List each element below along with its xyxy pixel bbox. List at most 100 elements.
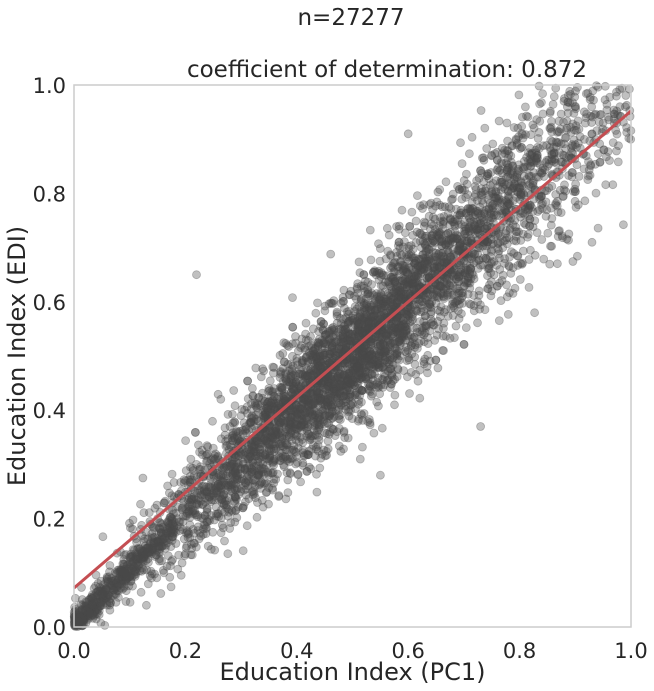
scatter-point: [454, 184, 464, 194]
scatter-point: [292, 353, 302, 363]
scatter-point: [473, 297, 483, 307]
scatter-point: [346, 336, 356, 346]
scatter-point: [537, 235, 547, 244]
scatter-point: [423, 368, 432, 378]
scatter-point: [131, 569, 141, 579]
scatter-point: [404, 353, 413, 363]
scatter-point: [602, 152, 611, 162]
scatter-point: [354, 319, 364, 329]
scatter-point: [587, 129, 597, 139]
scatter-point: [310, 420, 320, 430]
scatter-point: [214, 483, 224, 493]
scatter-point: [464, 224, 474, 234]
scatter-point: [223, 409, 233, 419]
scatter-point: [482, 144, 492, 153]
scatter-point: [534, 81, 544, 91]
scatter-point: [323, 372, 333, 382]
scatter-point: [403, 270, 413, 280]
scatter-point: [191, 542, 201, 552]
scatter-point: [439, 288, 449, 298]
scatter-point: [279, 422, 289, 432]
scatter-point: [354, 328, 364, 338]
scatter-point: [216, 513, 226, 523]
scatter-point: [179, 496, 189, 506]
scatter-point: [404, 289, 414, 299]
scatter-point: [333, 398, 343, 408]
scatter-point: [357, 320, 367, 330]
scatter-point: [335, 415, 345, 425]
scatter-point: [259, 411, 269, 421]
scatter-point: [164, 515, 174, 525]
scatter-point: [331, 386, 341, 396]
scatter-point: [244, 454, 254, 464]
scatter-point: [358, 372, 368, 382]
scatter-point: [477, 184, 486, 194]
scatter-point: [236, 411, 246, 421]
scatter-point: [385, 336, 395, 346]
scatter-point: [327, 406, 337, 416]
scatter-point: [408, 280, 417, 289]
scatter-point: [309, 366, 319, 376]
scatter-point: [449, 250, 459, 259]
scatter-point: [360, 341, 370, 351]
scatter-point: [454, 260, 464, 270]
scatter-point: [426, 284, 436, 294]
scatter-point: [475, 260, 485, 270]
scatter-point: [240, 480, 250, 490]
scatter-point: [521, 102, 530, 112]
scatter-point: [454, 272, 464, 282]
scatter-point: [216, 528, 226, 538]
scatter-point: [463, 204, 473, 214]
scatter-point: [251, 476, 260, 486]
scatter-point: [395, 329, 405, 339]
scatter-point: [247, 383, 257, 393]
scatter-point: [380, 356, 390, 365]
scatter-point: [301, 318, 311, 328]
scatter-point: [338, 296, 348, 306]
scatter-point: [399, 330, 409, 340]
scatter-point: [367, 369, 377, 379]
scatter-point: [131, 549, 140, 558]
scatter-point: [506, 157, 516, 167]
scatter-point: [439, 212, 449, 221]
scatter-point: [345, 371, 355, 381]
scatter-point: [446, 278, 456, 288]
scatter-point: [274, 491, 284, 500]
scatter-point: [454, 241, 464, 251]
scatter-point: [372, 289, 382, 298]
scatter-point: [246, 446, 256, 456]
scatter-point: [253, 470, 263, 480]
scatter-point: [537, 200, 546, 209]
scatter-point: [343, 433, 353, 443]
scatter-point: [523, 232, 532, 242]
scatter-point: [278, 397, 288, 406]
scatter-point: [290, 403, 300, 413]
scatter-point: [530, 250, 540, 260]
scatter-point: [371, 270, 381, 280]
scatter-point: [446, 203, 456, 213]
scatter-point: [350, 329, 360, 339]
scatter-point: [229, 386, 239, 395]
scatter-point: [484, 204, 494, 214]
scatter-point: [228, 430, 238, 440]
scatter-point: [313, 298, 322, 308]
scatter-point: [407, 349, 417, 359]
scatter-point: [473, 227, 483, 237]
scatter-point: [302, 351, 312, 361]
scatter-point: [433, 363, 443, 373]
scatter-point: [212, 511, 222, 521]
scatter-point: [266, 398, 276, 408]
scatter-point: [410, 352, 420, 362]
scatter-point: [412, 323, 422, 333]
scatter-point: [472, 224, 482, 234]
scatter-point: [355, 309, 365, 319]
scatter-point: [354, 358, 364, 368]
scatter-point: [407, 278, 417, 288]
scatter-point: [423, 237, 432, 247]
scatter-point: [259, 434, 269, 443]
scatter-point: [161, 540, 171, 550]
scatter-point: [316, 420, 325, 429]
scatter-point: [394, 237, 404, 247]
scatter-point: [455, 271, 465, 281]
scatter-point: [314, 425, 324, 435]
